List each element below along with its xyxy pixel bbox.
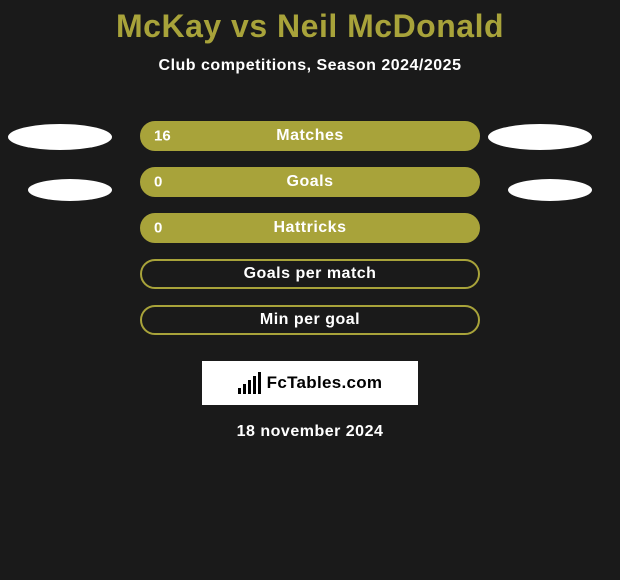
logo-bar-segment: [258, 372, 261, 394]
value-ellipse: [28, 179, 112, 201]
stat-left-value: 0: [154, 220, 162, 237]
stat-label: Goals: [287, 173, 334, 191]
page-title: McKay vs Neil McDonald: [0, 0, 620, 45]
logo-bars-icon: [238, 372, 261, 394]
logo-text: FcTables.com: [267, 373, 383, 393]
value-ellipse: [488, 124, 592, 150]
logo-bar-segment: [238, 388, 241, 394]
stat-left-value: 16: [154, 128, 171, 145]
vs-separator: vs: [231, 8, 268, 44]
stat-label: Hattricks: [274, 219, 347, 237]
logo-box: FcTables.com: [202, 361, 418, 405]
logo-bar-segment: [248, 380, 251, 394]
value-ellipse: [8, 124, 112, 150]
stat-row: Hattricks 0: [0, 205, 620, 251]
stat-left-value: 0: [154, 174, 162, 191]
date-label: 18 november 2024: [0, 423, 620, 441]
stat-bar: Hattricks 0: [140, 213, 480, 243]
comparison-card: McKay vs Neil McDonald Club competitions…: [0, 0, 620, 580]
stat-row: Min per goal: [0, 297, 620, 343]
value-ellipse: [508, 179, 592, 201]
subtitle: Club competitions, Season 2024/2025: [0, 57, 620, 75]
stat-label: Goals per match: [244, 265, 377, 283]
stat-label: Min per goal: [260, 311, 360, 329]
stat-bar: Min per goal: [140, 305, 480, 335]
stat-label: Matches: [276, 127, 344, 145]
logo-bar-segment: [253, 376, 256, 394]
stat-bar: Goals 0: [140, 167, 480, 197]
player-right-name: Neil McDonald: [277, 8, 504, 44]
stat-row: Goals per match: [0, 251, 620, 297]
logo-bar-segment: [243, 384, 246, 394]
player-left-name: McKay: [116, 8, 222, 44]
stat-bar: Matches 16: [140, 121, 480, 151]
stat-bar: Goals per match: [140, 259, 480, 289]
